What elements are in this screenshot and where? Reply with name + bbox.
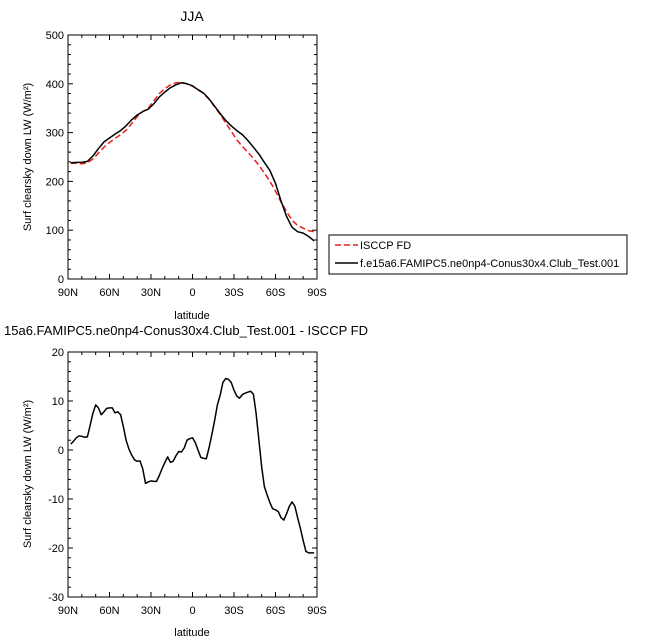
top-y-tick-label: 500 (46, 30, 64, 42)
bottom-y-tick-label: -10 (48, 494, 64, 506)
bottom-axes: 90N 60N 30N 0 30S 60S 90S -30 -20 -10 0 10 20 (48, 347, 327, 617)
top-y-tick-label: 300 (46, 128, 64, 140)
top-lines (70, 81, 315, 242)
bottom-plot-frame (67, 351, 318, 598)
bottom-panel: 15a6.FAMIPC5.ne0np4-Conus30x4.Club_Test.… (4, 323, 368, 639)
top-y-tick-label: 0 (58, 274, 64, 286)
top-x-tick-label: 60S (266, 287, 286, 299)
top-axes: 90N 60N 30N 0 30S 60S 90S 0 100 200 300 400 500 (46, 30, 327, 299)
top-y-axis-label: Surf clearsky down LW (W/m²) (22, 83, 34, 231)
bottom-x-tick-label: 60S (266, 605, 286, 617)
top-x-axis-label: latitude (174, 310, 209, 322)
bottom-y-tick-label: -20 (48, 543, 64, 555)
bottom-title: 15a6.FAMIPC5.ne0np4-Conus30x4.Club_Test.… (4, 323, 368, 338)
bottom-x-tick-label: 90S (307, 605, 327, 617)
bottom-y-tick-label: 0 (58, 445, 64, 457)
top-panel: JJA Surf clearsky down LW (W/m²) latitud… (22, 8, 327, 322)
bottom-series-line-1 (70, 377, 315, 554)
top-series-line-1 (70, 81, 315, 233)
legend-label-model: f.e15a6.FAMIPC5.ne0np4-Conus30x4.Club_Te… (360, 258, 619, 270)
top-y-tick-label: 400 (46, 79, 64, 91)
top-x-tick-label: 30S (224, 287, 244, 299)
legend-box (328, 234, 628, 275)
legend-label-isccp: ISCCP FD (360, 240, 411, 252)
bottom-x-tick-label: 60N (99, 605, 119, 617)
top-x-tick-label: 60N (99, 287, 119, 299)
top-series-line-2 (70, 82, 315, 242)
bottom-x-tick-label: 30N (141, 605, 161, 617)
top-plot-frame (67, 34, 318, 280)
bottom-x-tick-label: 30S (224, 605, 244, 617)
top-x-tick-label: 0 (189, 287, 195, 299)
bottom-lines (70, 377, 315, 554)
legend: ISCCP FD f.e15a6.FAMIPC5.ne0np4-Conus30x… (328, 234, 628, 275)
bottom-y-tick-label: 20 (52, 347, 64, 359)
bottom-x-axis-label: latitude (174, 627, 209, 639)
top-y-tick-label: 200 (46, 176, 64, 188)
bottom-y-axis-label: Surf clearsky down LW (W/m²) (22, 400, 34, 548)
bottom-y-tick-label: 10 (52, 396, 64, 408)
top-title: JJA (180, 8, 204, 24)
top-x-tick-label: 90S (307, 287, 327, 299)
bottom-y-tick-label: -30 (48, 592, 64, 604)
top-x-tick-label: 30N (141, 287, 161, 299)
bottom-x-tick-label: 90N (58, 605, 78, 617)
bottom-x-tick-label: 0 (189, 605, 195, 617)
top-y-tick-label: 100 (46, 225, 64, 237)
top-x-tick-label: 90N (58, 287, 78, 299)
